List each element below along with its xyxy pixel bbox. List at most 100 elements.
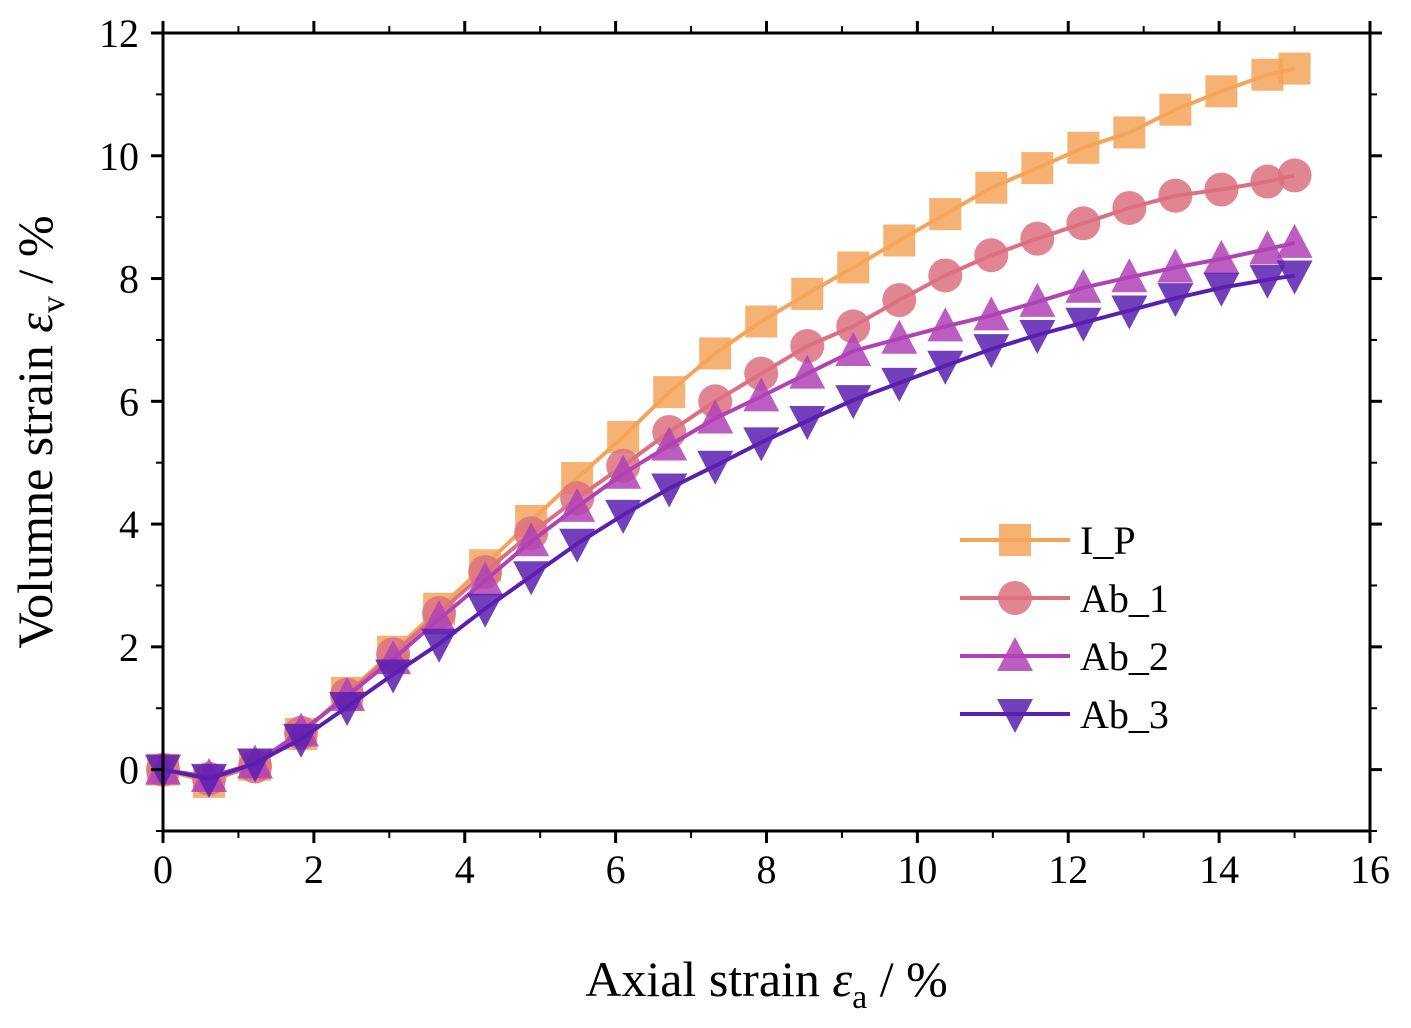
data-point [1021, 152, 1054, 185]
legend-label: I_P [1080, 518, 1136, 563]
data-point [1112, 190, 1147, 225]
data-point [836, 309, 871, 344]
series-Ab_3 [145, 260, 1313, 798]
x-tick-label: 12 [1048, 847, 1088, 892]
data-point [653, 376, 686, 409]
data-point [1250, 164, 1285, 199]
data-point [881, 319, 918, 354]
data-point [1159, 93, 1192, 126]
data-point [1251, 58, 1284, 91]
legend-label: Ab_3 [1080, 692, 1169, 737]
data-point [1249, 264, 1286, 299]
tick-labels: 0 2 4 6 8 10 12 14 16 0 2 4 6 8 10 12 [99, 11, 1390, 892]
data-point [421, 628, 458, 663]
data-point [1019, 282, 1056, 317]
data-point [973, 334, 1010, 369]
data-point [1065, 307, 1102, 342]
x-tick-label: 10 [897, 847, 937, 892]
y-axis-title: Volumne strain εv / % [7, 216, 72, 649]
y-axis-title-symbol: ε [7, 313, 63, 333]
y-tick-label: 8 [119, 257, 139, 302]
data-point [927, 350, 964, 385]
x-axis-title-unit: / % [867, 951, 948, 1007]
data-point [1157, 248, 1194, 283]
data-point [789, 405, 826, 440]
data-point [329, 692, 366, 727]
data-point [835, 331, 872, 366]
data-point [651, 473, 688, 508]
x-tick-label: 0 [153, 847, 173, 892]
data-point [283, 723, 320, 758]
data-point [467, 593, 504, 628]
y-axis-title-unit: / % [7, 216, 63, 297]
x-tick-label: 6 [606, 847, 626, 892]
data-point [467, 561, 504, 596]
x-axis-title-subscript: a [852, 979, 867, 1016]
data-point [1278, 52, 1311, 85]
y-tick-label: 10 [99, 134, 139, 179]
ticks-layer [151, 21, 1382, 843]
data-point [191, 763, 228, 798]
y-tick-label: 4 [119, 502, 139, 547]
data-point [883, 224, 916, 257]
data-point [559, 528, 596, 563]
legend-marker [997, 699, 1033, 733]
data-point [790, 329, 825, 364]
data-point [882, 283, 917, 318]
data-point [1020, 221, 1055, 256]
data-point [1065, 268, 1102, 303]
data-point [929, 198, 962, 231]
legend-marker [998, 581, 1032, 615]
data-point [1205, 75, 1238, 108]
data-point [743, 427, 780, 462]
data-point [559, 487, 596, 522]
legend-item: Ab_2 [960, 634, 1169, 679]
y-axis-title-main: Volumne strain [7, 333, 63, 649]
data-point [1276, 223, 1313, 258]
legend-marker [997, 637, 1033, 671]
data-point [1204, 172, 1239, 207]
data-point [607, 420, 640, 453]
data-point [745, 305, 778, 338]
x-tick-label: 2 [304, 847, 324, 892]
data-point [1157, 283, 1194, 318]
legend-item: Ab_3 [960, 692, 1169, 737]
data-point [744, 356, 779, 391]
data-point [1277, 158, 1312, 193]
x-axis-title: Axial strain εa / % [585, 951, 948, 1016]
data-point [651, 426, 688, 461]
data-point [881, 367, 918, 402]
x-tick-label: 16 [1350, 847, 1390, 892]
x-axis-title-symbol: ε [832, 951, 852, 1007]
data-point [1066, 206, 1101, 241]
data-point [697, 450, 734, 485]
data-point [699, 337, 732, 370]
data-point [1067, 131, 1100, 164]
data-point [1203, 272, 1240, 307]
y-tick-label: 0 [119, 748, 139, 793]
legend: I_P Ab_1 Ab_2 Ab_3 [960, 518, 1169, 737]
legend-item: I_P [960, 518, 1136, 563]
data-point [1111, 295, 1148, 330]
data-point [1019, 320, 1056, 355]
y-tick-label: 2 [119, 625, 139, 670]
y-tick-label: 6 [119, 379, 139, 424]
data-point [1249, 230, 1286, 265]
data-point [605, 454, 642, 489]
data-point [513, 561, 550, 596]
data-point [928, 258, 963, 293]
data-point [974, 238, 1009, 273]
y-axis-title-subscript: v [35, 296, 72, 313]
series-layer [145, 52, 1313, 798]
data-point [237, 748, 274, 783]
data-point [375, 659, 412, 694]
x-tick-label: 14 [1199, 847, 1239, 892]
data-point [743, 377, 780, 412]
legend-marker [999, 524, 1031, 556]
data-point [1276, 260, 1313, 295]
series-Ab_2 [145, 223, 1313, 792]
data-point [421, 600, 458, 635]
data-point [1111, 258, 1148, 293]
data-point [1113, 116, 1146, 149]
